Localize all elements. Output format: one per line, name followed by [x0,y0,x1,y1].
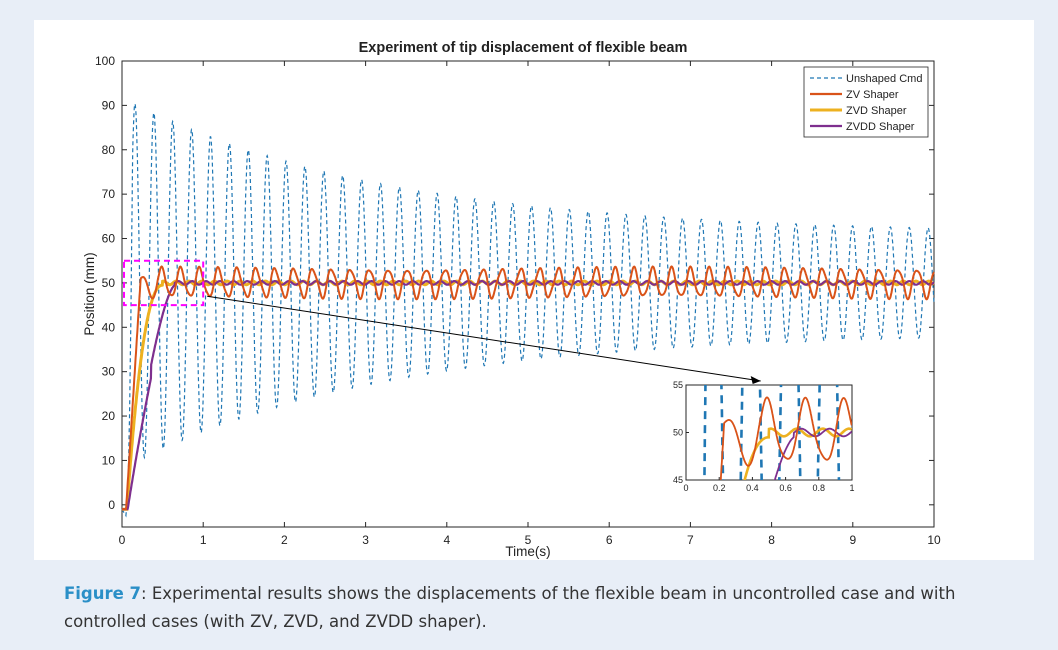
inset-x-tick-label: 0.4 [746,483,759,493]
y-tick-label: 0 [108,498,115,512]
x-tick-label: 7 [687,533,694,547]
y-tick-label: 30 [102,365,116,379]
x-tick-group: 0 1 2 3 4 5 6 7 8 9 10 [119,61,941,547]
legend-label: ZVDD Shaper [846,121,915,133]
y-axis-label: Position (mm) [82,252,97,335]
x-tick-label: 0 [119,533,126,547]
y-tick-label: 60 [102,232,116,246]
y-tick-label: 20 [102,409,116,423]
x-tick-label: 3 [362,533,369,547]
x-tick-label: 6 [606,533,613,547]
inset-x-tick-label: 1 [849,483,854,493]
y-tick-label: 100 [95,54,115,68]
series-group [121,101,935,518]
y-tick-label: 80 [102,143,116,157]
inset-x-tick-label: 0.2 [713,483,726,493]
zoom-region-box [123,259,205,307]
legend: Unshaped Cmd ZV Shaper ZVD Shaper ZVDD Shap… [803,66,929,138]
x-tick-label: 5 [525,533,532,547]
figure-panel: Experiment of tip displacement of flexib… [34,20,1034,560]
y-tick-label: 50 [102,276,116,290]
inset-series-line-zvd-shaper [743,427,852,480]
x-tick-label: 9 [849,533,856,547]
figure-caption: Figure 7: Experimental results shows the… [64,580,1034,636]
inset-series-group [703,385,852,480]
inset-series-line-zvdd-shaper [773,427,852,480]
y-tick-label: 40 [102,320,116,334]
chart: Experiment of tip displacement of flexib… [82,40,941,559]
zoom-arrowhead [750,376,761,384]
series-line-unshaped-cmd [121,101,935,518]
inset-plot: 0 0.2 0.4 0.6 0.8 1 45 50 55 [673,380,855,493]
x-tick-label: 8 [768,533,775,547]
series-line-zv-shaper [122,265,935,511]
y-tick-label: 70 [102,187,116,201]
inset-y-tick-label: 55 [673,380,683,390]
inset-series-line-zv-shaper [719,396,852,480]
x-axis-label: Time(s) [505,544,550,559]
zoom-arrow [207,295,761,382]
inset-x-tick-label: 0.8 [813,483,826,493]
chart-title: Experiment of tip displacement of flexib… [359,40,688,56]
x-tick-label: 2 [281,533,288,547]
legend-label: ZVD Shaper [846,105,907,117]
caption-label: Figure 7 [64,584,142,603]
x-tick-label: 1 [200,533,207,547]
legend-label: Unshaped Cmd [846,73,922,85]
legend-label: ZV Shaper [846,89,899,101]
x-tick-label: 4 [443,533,450,547]
y-tick-label: 90 [102,98,116,112]
inset-x-tick-label: 0.6 [779,483,792,493]
x-tick-label: 10 [927,533,941,547]
inset-x-tick-label: 0 [683,483,688,493]
y-tick-label: 10 [102,453,116,467]
caption-text: : Experimental results shows the displac… [64,584,956,631]
inset-y-tick-label: 45 [673,475,683,485]
inset-y-tick-label: 50 [673,428,683,438]
